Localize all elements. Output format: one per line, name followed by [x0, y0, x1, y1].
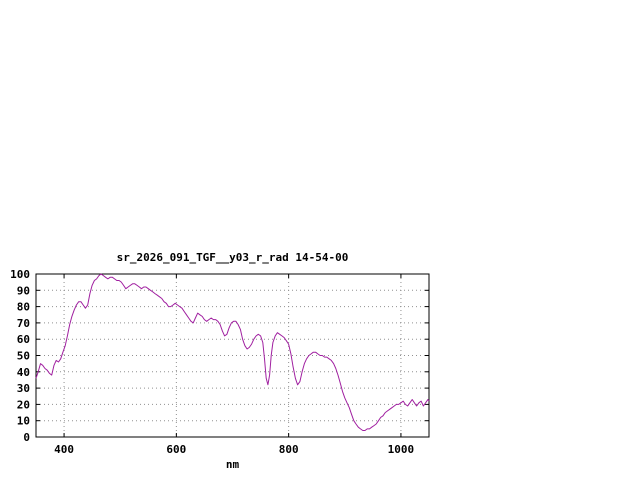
y-tick-label: 70 [17, 317, 30, 330]
y-tick-label: 0 [23, 431, 30, 444]
y-tick-label: 100 [10, 268, 30, 281]
y-tick-label: 40 [17, 366, 30, 379]
x-tick-label: 400 [54, 443, 74, 456]
y-tick-label: 50 [17, 350, 30, 363]
series-line [35, 273, 430, 431]
y-tick-label: 10 [17, 415, 30, 428]
chart-title: sr_2026_091_TGF__y03_r_rad 14-54-00 [116, 251, 349, 264]
x-tick-label: 1000 [388, 443, 415, 456]
y-tick-label: 20 [17, 398, 30, 411]
y-tick-label: 60 [17, 333, 30, 346]
y-tick-label: 90 [17, 284, 30, 297]
x-axis-label: nm [225, 458, 240, 471]
x-tick-label: 800 [279, 443, 299, 456]
y-tick-label: 80 [17, 301, 30, 314]
y-tick-label: 30 [17, 382, 30, 395]
x-tick-label: 600 [166, 443, 186, 456]
